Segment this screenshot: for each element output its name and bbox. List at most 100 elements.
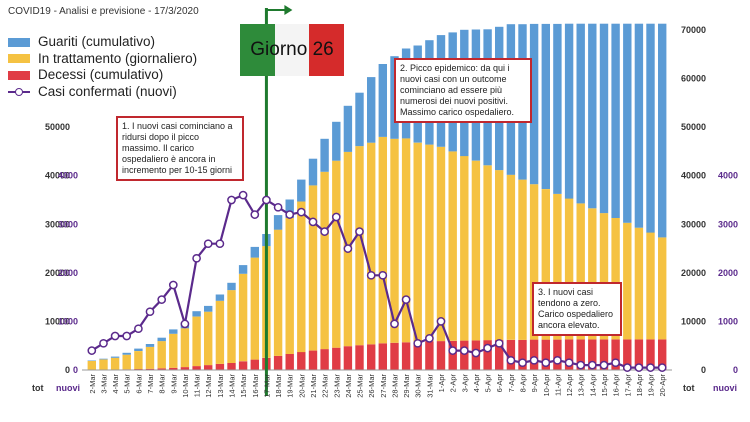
bar-trattamento-19-Apr [646, 232, 655, 340]
italian-flag [240, 24, 345, 76]
point-casi-8-Apr [518, 358, 527, 368]
bar-trattamento-9-Mar [169, 333, 178, 368]
point-casi-19-Mar [285, 210, 295, 219]
bar-decessi-12-Mar [204, 365, 213, 370]
y-left-nuovi-tick-1000: 1000 [58, 316, 78, 326]
y-right-nuovi-tick-4000: 4000 [718, 171, 738, 181]
bar-trattamento-8-Mar [157, 341, 166, 369]
legend-swatch-trattamento [8, 54, 30, 64]
bar-guariti-11-Apr [553, 23, 562, 194]
bar-decessi-20-Apr [658, 339, 667, 370]
y-right-tick-20000: 20000 [681, 268, 706, 278]
x-tick-25-Mar: 25-Mar [356, 374, 365, 398]
bar-guariti-9-Apr [529, 23, 539, 185]
point-casi-6-Mar [134, 324, 143, 334]
legend-label-trattamento: In trattamento (giornaliero) [38, 50, 198, 66]
point-casi-6-Apr [494, 338, 504, 348]
flag-green-band [240, 24, 275, 76]
bar-guariti-15-Apr [599, 23, 609, 214]
bar-guariti-18-Apr [634, 23, 644, 228]
bar-trattamento-3-Mar [99, 359, 108, 370]
point-casi-2-Mar [87, 346, 97, 355]
bar-guariti-17-Apr [623, 23, 632, 223]
x-tick-23-Mar: 23-Mar [332, 374, 341, 398]
bar-trattamento-28-Mar [390, 138, 399, 343]
bar-trattamento-4-Apr [471, 160, 481, 341]
point-casi-16-Mar [250, 210, 260, 219]
bar-guariti-13-Apr [576, 23, 585, 204]
bar-trattamento-20-Apr [658, 237, 667, 340]
bar-trattamento-11-Mar [192, 316, 201, 367]
point-casi-28-Mar [390, 319, 399, 329]
bar-decessi-1-Apr [436, 341, 446, 370]
bar-decessi-29-Mar [401, 342, 411, 370]
bar-trattamento-10-Apr [541, 189, 550, 340]
bar-decessi-18-Mar [273, 355, 283, 370]
legend-label-casi: Casi confermati (nuovi) [38, 83, 177, 99]
bar-trattamento-10-Mar [180, 328, 190, 368]
bar-decessi-9-Mar [169, 367, 178, 370]
x-tick-10-Mar: 10-Mar [181, 374, 190, 398]
x-tick-20-Apr: 20-Apr [658, 374, 667, 397]
point-casi-31-Mar [425, 334, 434, 343]
point-casi-2-Apr [448, 346, 458, 355]
bar-guariti-20-Apr [658, 23, 667, 238]
bar-trattamento-23-Mar [332, 160, 341, 348]
legend-swatch-casi [8, 87, 30, 97]
point-casi-27-Mar [378, 270, 388, 280]
point-casi-13-Mar [215, 239, 225, 249]
bar-guariti-5-Mar [122, 352, 131, 355]
point-casi-4-Apr [471, 348, 481, 358]
annotation-1: 1. I nuovi casi cominciano a ridursi dop… [116, 116, 244, 181]
annotation-2: 2. Picco epidemico: da qui i nuovi casi … [394, 58, 532, 123]
y-right-tick-40000: 40000 [681, 171, 706, 181]
y-right-tick-50000: 50000 [681, 122, 706, 132]
bar-decessi-9-Apr [529, 339, 539, 370]
bar-guariti-15-Mar [238, 265, 248, 274]
x-tick-8-Mar: 8-Mar [158, 374, 167, 394]
bar-decessi-10-Apr [541, 339, 550, 370]
annotation-3: 3. I nuovi casi tendono a zero. Carico o… [532, 282, 622, 336]
bar-decessi-23-Mar [332, 347, 341, 370]
y-left-nuovi-tick-0: 0 [73, 365, 78, 375]
bar-guariti-4-Mar [110, 356, 120, 358]
bar-trattamento-14-Mar [227, 290, 236, 363]
y-left-nuovi-tick-2000: 2000 [58, 268, 78, 278]
bar-decessi-15-Apr [599, 339, 609, 370]
bar-trattamento-21-Mar [308, 185, 318, 351]
x-tick-18-Apr: 18-Apr [635, 374, 644, 397]
legend-label-guariti: Guariti (cumulativo) [38, 34, 156, 49]
bar-guariti-19-Mar [285, 199, 294, 218]
point-casi-9-Mar [168, 280, 178, 290]
bar-decessi-14-Apr [588, 339, 597, 370]
x-tick-6-Mar: 6-Mar [134, 374, 143, 394]
bar-guariti-26-Mar [367, 77, 376, 143]
x-tick-3-Mar: 3-Mar [99, 374, 108, 394]
bar-trattamento-9-Apr [529, 184, 539, 340]
y-right-tick-0: 0 [701, 365, 706, 375]
bar-decessi-7-Mar [145, 368, 155, 370]
point-casi-5-Apr [483, 343, 492, 353]
bar-decessi-28-Mar [390, 342, 399, 370]
point-casi-12-Mar [203, 239, 213, 249]
bar-decessi-5-Apr [483, 340, 492, 370]
bar-trattamento-6-Apr [495, 170, 504, 341]
bar-decessi-6-Apr [495, 340, 504, 370]
bar-decessi-13-Apr [576, 339, 585, 370]
bar-trattamento-30-Mar [413, 142, 422, 342]
x-tick-31-Mar: 31-Mar [425, 374, 434, 398]
point-casi-18-Mar [273, 202, 283, 212]
x-tick-24-Mar: 24-Mar [344, 374, 353, 398]
point-casi-5-Mar [122, 331, 132, 341]
bar-trattamento-22-Mar [320, 171, 329, 350]
bar-guariti-12-Mar [204, 305, 213, 312]
legend: Guariti (cumulativo) In trattamento (gio… [8, 34, 197, 100]
bar-guariti-24-Mar [343, 105, 353, 152]
bar-decessi-18-Apr [634, 339, 644, 370]
point-casi-10-Apr [541, 358, 551, 368]
bar-guariti-23-Mar [332, 121, 341, 161]
bar-guariti-14-Apr [588, 23, 597, 209]
bar-trattamento-12-Apr [564, 198, 574, 340]
legend-label-decessi: Decessi (cumulativo) [38, 67, 164, 82]
